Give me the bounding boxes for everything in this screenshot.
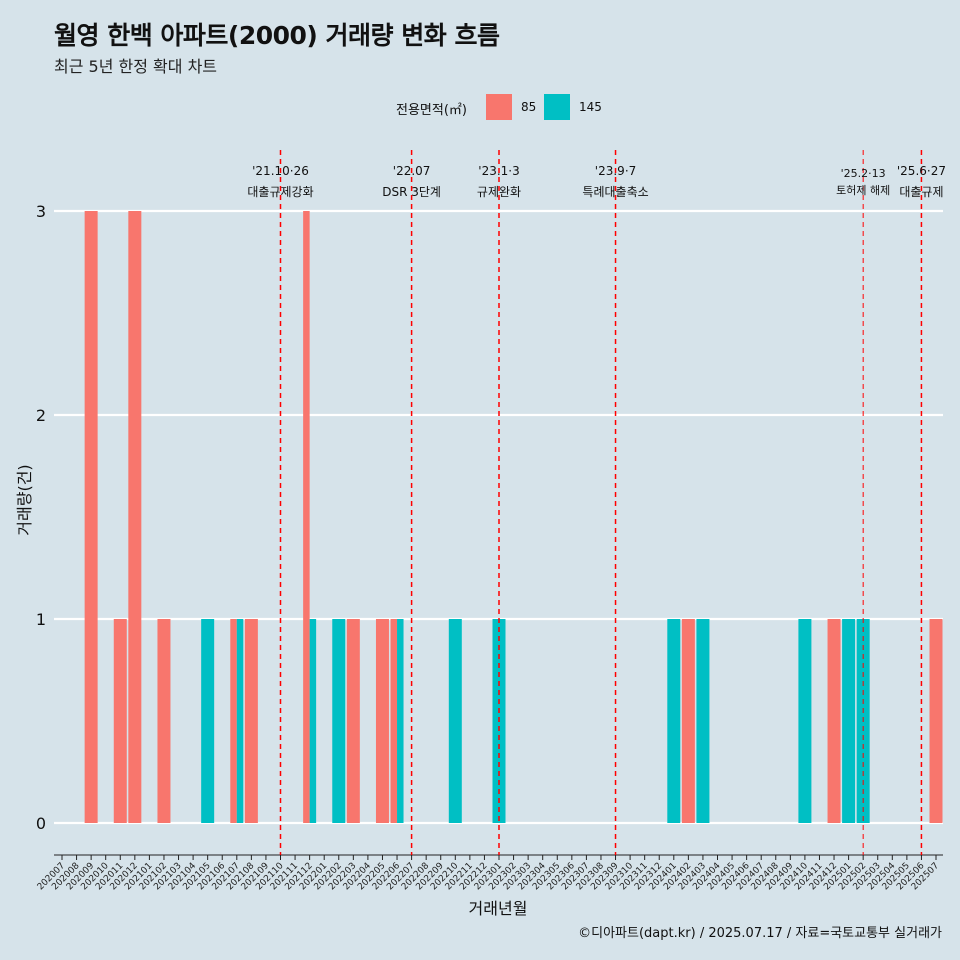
x-axis-title: 거래년월 [469,899,528,918]
event-label: 대출규제강화 [247,185,313,199]
y-tick-label: 3 [36,202,46,221]
event-date-label: '21.10·26 [252,164,309,178]
event-label: 규제완화 [477,185,521,199]
legend-label-85: 85 [521,100,537,114]
event-label: DSR 3단계 [382,185,441,199]
bar-202112-85 [303,211,310,823]
bar-202108-85 [244,619,258,823]
bar-202401-145 [667,619,681,823]
y-axis-title: 거래량(건) [15,464,34,535]
chart-title: 월영 한백 아파트(2000) 거래량 변화 흐름 [54,21,500,50]
bar-202009-85 [84,211,98,823]
event-date-label: '22.07 [393,164,431,178]
bar-202206-85 [390,619,398,823]
bar-202105-145 [201,619,215,823]
event-label: 대출규제 [899,185,943,199]
legend: 전용면적(㎡) 85 145 [0,92,960,122]
bar-202403-145 [696,619,710,823]
event-date-label: '23.1·3 [478,164,519,178]
bar-202202-145 [332,619,346,823]
bar-202102-85 [157,619,171,823]
y-tick-label: 2 [36,406,46,425]
bar-202412-85 [827,619,841,823]
y-tick-label: 1 [36,610,46,629]
event-date-label: '25.6·27 [897,164,946,178]
bar-202107-145 [236,619,244,823]
event-date-label: '25.2·13 [841,167,886,180]
bar-202205-85 [375,619,389,823]
event-label: 특례대출축소 [582,185,648,199]
bar-202210-145 [448,619,462,823]
source-caption: ©디아파트(dapt.kr) / 2025.07.17 / 자료=국토교통부 실… [578,926,942,941]
bar-202203-85 [346,619,360,823]
legend-label-145: 145 [579,100,602,114]
event-label: 토허제 해제 [836,183,890,197]
bar-202507-85 [929,619,943,823]
bar-202012-85 [128,211,142,823]
bar-202112-145 [309,619,317,823]
bar-202410-145 [798,619,812,823]
bar-202501-145 [842,619,856,823]
legend-key-85 [486,94,512,120]
bar-202206-145 [397,619,404,823]
legend-title: 전용면적(㎡) [396,103,467,118]
bar-202107-85 [230,619,237,823]
bar-202402-85 [681,619,695,823]
chart-subtitle: 최근 5년 한정 확대 차트 [54,57,218,76]
bar-202011-85 [113,619,127,823]
event-date-label: '23.9·7 [595,164,636,178]
y-tick-label: 0 [36,814,46,833]
legend-key-145 [544,94,570,120]
